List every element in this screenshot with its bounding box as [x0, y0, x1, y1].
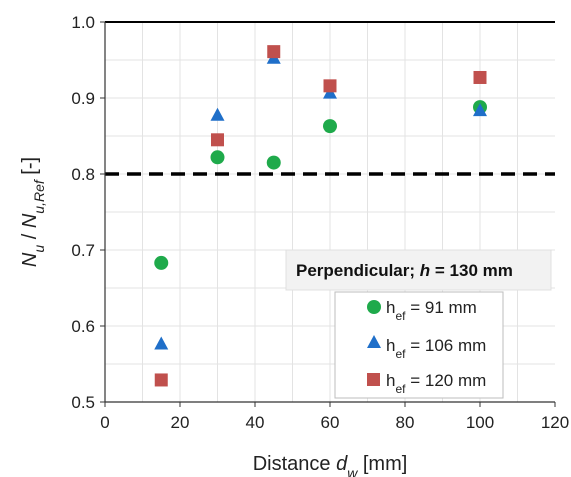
title-box-background: [285, 249, 552, 291]
data-point-series-1: [266, 155, 281, 170]
title-rest: = 130 mm: [430, 261, 513, 280]
legend-item-series-1: hef = 91 mm: [367, 298, 477, 323]
data-point-series-2: [154, 336, 169, 350]
data-point-series-3: [154, 373, 168, 387]
y-tick-label: 0.7: [71, 241, 95, 260]
data-point-series-1: [154, 255, 169, 270]
title-main: Perpendicular;: [296, 261, 420, 280]
x-axis-label: Distance dw [mm]: [253, 453, 408, 477]
axes: 0 20 40 60 80 100 120 0.5 0.6 0.7 0.8 0.9 1.0: [71, 13, 569, 432]
data-point-series-3: [473, 70, 487, 84]
x-tick-label: 20: [171, 413, 190, 432]
legend-label-1: hef = 91 mm: [386, 298, 477, 323]
y-tick-label: 0.6: [71, 317, 95, 336]
chart-title-box: Perpendicular; h = 130 mm: [285, 249, 552, 291]
x-tick-label: 80: [396, 413, 415, 432]
data-points: [154, 45, 487, 387]
y-tick-label: 0.9: [71, 89, 95, 108]
legend-marker-triangle: [367, 335, 381, 348]
x-tick-label: 120: [541, 413, 569, 432]
legend-item-series-3: hef = 120 mm: [367, 371, 486, 396]
y-tick-label: 0.5: [71, 393, 95, 412]
data-point-series-1: [323, 119, 337, 134]
x-tick-label: 40: [246, 413, 265, 432]
y-axis-label: Nu / Nu,Ref [-]: [19, 157, 47, 267]
data-point-series-1: [210, 150, 225, 165]
x-tick-label: 60: [321, 413, 340, 432]
chart-title: Perpendicular; h = 130 mm: [296, 261, 513, 280]
x-tick-label: 100: [466, 413, 494, 432]
legend-label-3: hef = 120 mm: [386, 371, 486, 396]
data-point-series-3: [211, 133, 224, 147]
legend-marker-square: [367, 373, 380, 386]
data-point-series-2: [473, 103, 487, 117]
legend: hef = 91 mm hef = 106 mm hef = 120 mm: [334, 291, 504, 399]
legend-label-2: hef = 106 mm: [386, 336, 486, 361]
data-point-series-3: [323, 79, 337, 93]
legend-item-series-2: hef = 106 mm: [367, 335, 486, 361]
reference-lines: [105, 21, 555, 176]
legend-box: [334, 291, 504, 399]
title-variable: h: [420, 261, 430, 280]
y-tick-label: 1.0: [71, 13, 95, 32]
data-point-series-3: [267, 45, 281, 59]
x-tick-label: 0: [100, 413, 109, 432]
legend-marker-circle: [367, 300, 381, 314]
data-point-series-2: [210, 107, 225, 121]
y-tick-label: 0.8: [71, 165, 95, 184]
